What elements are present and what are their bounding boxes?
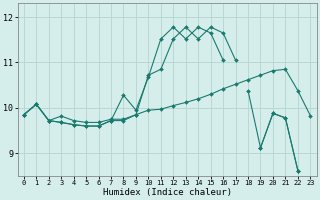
X-axis label: Humidex (Indice chaleur): Humidex (Indice chaleur) <box>103 188 232 197</box>
